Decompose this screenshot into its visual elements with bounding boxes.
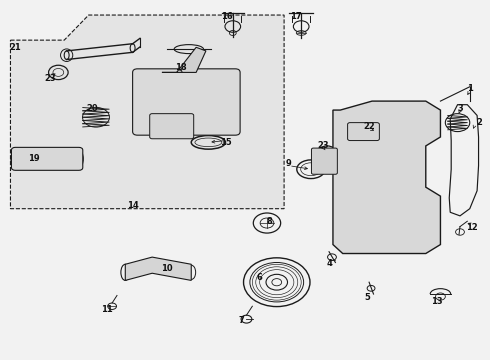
Text: 17: 17 (291, 12, 302, 21)
Text: 21: 21 (9, 43, 21, 52)
Text: 15: 15 (220, 138, 231, 147)
Text: 22: 22 (364, 122, 375, 131)
Text: 23: 23 (45, 74, 56, 83)
Text: 4: 4 (326, 259, 332, 268)
Text: 9: 9 (286, 159, 292, 168)
Text: 23: 23 (318, 141, 329, 150)
Text: 11: 11 (101, 305, 113, 314)
Text: 19: 19 (28, 154, 40, 163)
FancyBboxPatch shape (312, 148, 337, 174)
Text: 20: 20 (87, 104, 98, 113)
Text: 3: 3 (457, 104, 463, 113)
FancyBboxPatch shape (150, 114, 194, 139)
FancyBboxPatch shape (133, 69, 240, 135)
Text: 6: 6 (257, 273, 263, 282)
FancyBboxPatch shape (11, 147, 83, 170)
Text: 7: 7 (238, 316, 244, 325)
Text: 5: 5 (364, 293, 370, 302)
Polygon shape (10, 15, 284, 209)
Text: 10: 10 (161, 265, 172, 274)
Polygon shape (162, 47, 206, 72)
Text: 2: 2 (477, 118, 483, 127)
Polygon shape (333, 101, 441, 253)
Text: 8: 8 (267, 217, 272, 226)
Text: 18: 18 (175, 63, 186, 72)
Polygon shape (125, 257, 191, 280)
Text: 1: 1 (467, 84, 473, 93)
Text: 16: 16 (220, 12, 232, 21)
Text: 14: 14 (127, 201, 139, 210)
Text: 13: 13 (431, 297, 443, 306)
Text: 12: 12 (466, 223, 478, 232)
FancyBboxPatch shape (347, 123, 379, 140)
